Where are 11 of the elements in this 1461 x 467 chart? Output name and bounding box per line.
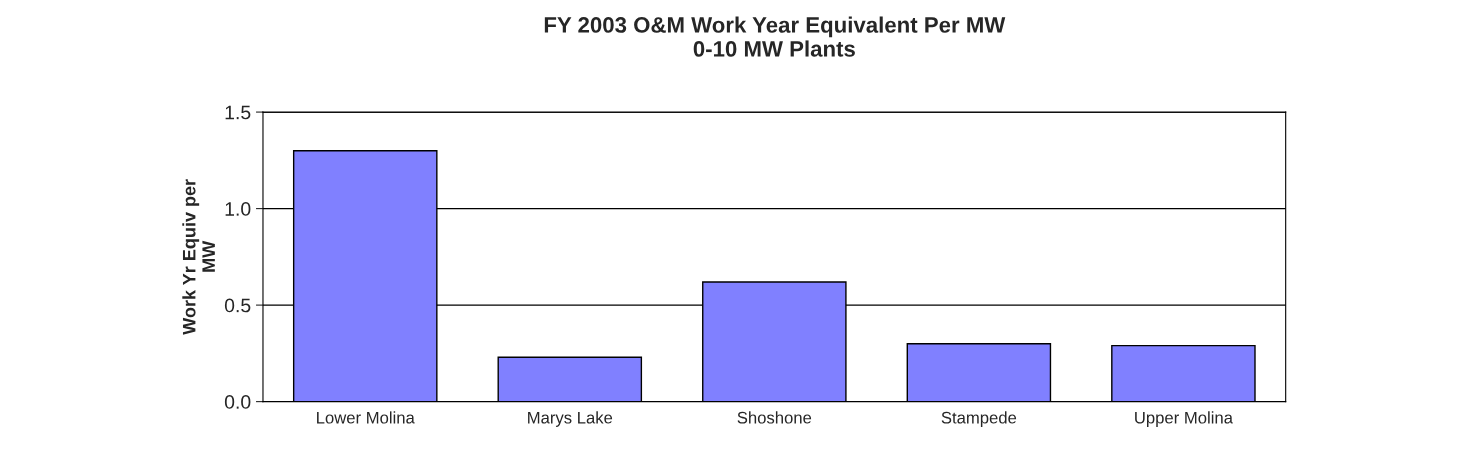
x-tick-label: Upper Molina [1135,411,1233,427]
x-tick-label: Marys Lake [528,411,613,427]
y-tick-label: 1.0 [225,202,251,216]
y-axis-title: Work Yr Equiv per MW [182,179,215,335]
x-tick-label: Shoshone [737,411,812,424]
y-tick-label: 1.5 [225,105,251,120]
chart-title: FY 2003 O&M Work Year Equivalent Per MW 0-10 MW Plants [544,16,1006,57]
x-tick-label: Stampede [941,411,1017,427]
x-tick-label: Lower Molina [317,411,415,424]
y-tick-label: 0.5 [224,298,251,313]
y-tick-label: 0.0 [224,395,251,409]
